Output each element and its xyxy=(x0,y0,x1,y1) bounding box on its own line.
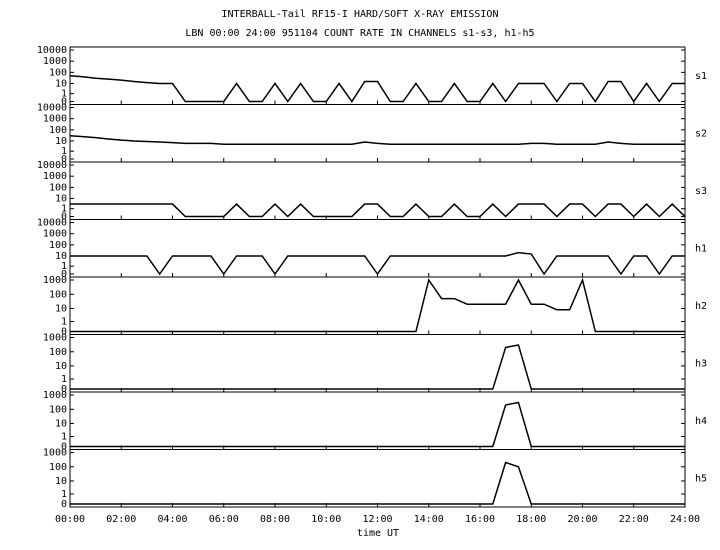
panel-label: h3 xyxy=(695,358,707,369)
x-tick-label: 02:00 xyxy=(106,514,136,525)
y-tick-label: 1 xyxy=(61,317,67,328)
y-tick-label: 1 xyxy=(61,374,67,385)
y-tick-label: 1 xyxy=(61,204,67,215)
y-tick-label: 0 xyxy=(61,97,67,108)
data-line xyxy=(70,202,686,218)
y-tick-label: 1000 xyxy=(43,56,67,67)
y-tick-label: 1000 xyxy=(43,229,67,240)
y-tick-label: 10 xyxy=(55,136,67,147)
x-tick-label: 04:00 xyxy=(157,514,187,525)
x-tick-label: 00:00 xyxy=(55,514,85,525)
y-tick-label: 1 xyxy=(61,432,67,443)
chart-title: INTERBALL-Tail RF15-I HARD/SOFT X-RAY EM… xyxy=(222,9,499,20)
y-tick-label: 1000 xyxy=(43,171,67,182)
y-tick-label: 10 xyxy=(55,251,67,262)
panel-label: s1 xyxy=(695,71,707,82)
x-tick-label: 22:00 xyxy=(619,514,649,525)
x-tick-label: 18:00 xyxy=(516,514,546,525)
panel-label: s3 xyxy=(695,186,707,197)
y-tick-label: 100 xyxy=(49,404,67,415)
y-tick-label: 100 xyxy=(49,347,67,358)
y-tick-label: 100 xyxy=(49,182,67,193)
x-tick-label: 16:00 xyxy=(465,514,495,525)
y-tick-label: 10 xyxy=(55,476,67,487)
panel-label: s2 xyxy=(695,128,707,139)
y-tick-label: 1000 xyxy=(43,390,67,401)
y-tick-label: 10000 xyxy=(37,218,67,229)
x-tick-label: 06:00 xyxy=(209,514,239,525)
y-tick-label: 1 xyxy=(61,146,67,157)
y-tick-label: 0 xyxy=(61,154,67,165)
y-tick-label: 100 xyxy=(49,240,67,251)
y-tick-label: 100 xyxy=(49,289,67,300)
y-tick-label: 1 xyxy=(61,261,67,272)
x-tick-label: 20:00 xyxy=(567,514,597,525)
y-tick-label: 10000 xyxy=(37,103,67,114)
y-tick-label: 0 xyxy=(61,384,67,395)
y-tick-label: 0 xyxy=(61,327,67,338)
y-tick-label: 0 xyxy=(61,442,67,453)
y-tick-label: 100 xyxy=(49,125,67,136)
y-tick-label: 10 xyxy=(55,361,67,372)
data-line xyxy=(69,134,685,145)
y-tick-label: 1000 xyxy=(43,275,67,286)
y-tick-label: 100 xyxy=(49,67,67,78)
y-tick-label: 1 xyxy=(61,489,67,500)
y-tick-label: 0 xyxy=(61,269,67,280)
data-line xyxy=(69,74,685,103)
x-tick-label: 24:00 xyxy=(670,514,700,525)
y-tick-label: 0 xyxy=(61,212,67,223)
x-tick-label: 12:00 xyxy=(362,514,392,525)
x-axis-label: time UT xyxy=(357,528,399,539)
y-tick-label: 10 xyxy=(55,78,67,89)
y-tick-label: 10 xyxy=(55,303,67,314)
y-tick-label: 10000 xyxy=(37,160,67,171)
y-tick-label: 1000 xyxy=(43,114,67,125)
panel-label: h5 xyxy=(695,473,707,484)
y-tick-label: 1000 xyxy=(43,333,67,344)
chart-subtitle: LBN 00:00 24:00 951104 COUNT RATE IN CHA… xyxy=(185,28,534,39)
y-tick-label: 100 xyxy=(49,462,67,473)
y-tick-label: 10 xyxy=(55,193,67,204)
y-tick-label: 10 xyxy=(55,418,67,429)
x-tick-label: 14:00 xyxy=(414,514,444,525)
x-tick-label: 08:00 xyxy=(260,514,290,525)
panel-label: h1 xyxy=(695,243,707,254)
x-tick-label: 10:00 xyxy=(311,514,341,525)
y-tick-label: 10000 xyxy=(37,45,67,56)
y-tick-label: 1 xyxy=(61,89,67,100)
panel-label: h2 xyxy=(695,301,707,312)
panel-label: h4 xyxy=(695,416,707,427)
y-tick-label: 0 xyxy=(61,499,67,510)
y-tick-label: 1000 xyxy=(43,448,67,459)
